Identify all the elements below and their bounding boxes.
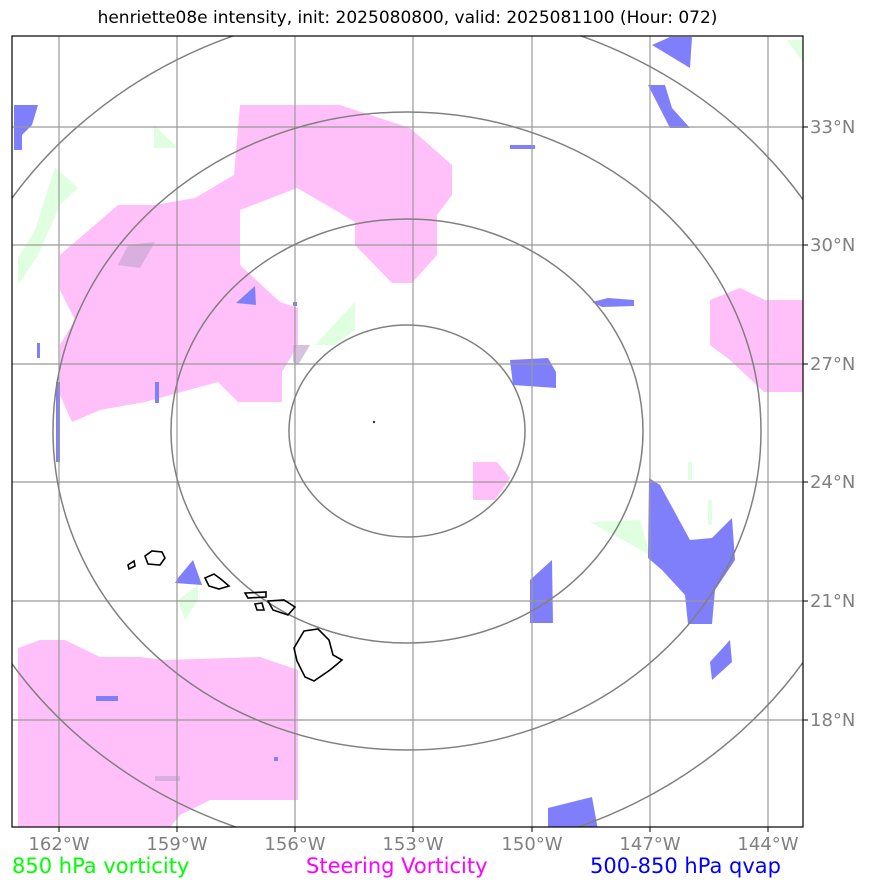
lon-tick-label: 153°W: [382, 834, 443, 855]
range-rings: [12, 36, 803, 827]
vorticity-850-fill: [18, 40, 803, 620]
lon-tick-label: 144°W: [737, 834, 798, 855]
lon-tick-label: 162°W: [28, 834, 89, 855]
lat-tick-label: 21°N: [810, 591, 855, 612]
legend-steering-vorticity: Steering Vorticity: [306, 854, 488, 878]
lon-tick-label: 156°W: [264, 834, 325, 855]
map-frame: [11, 35, 804, 828]
coastline-hawaii: [127, 550, 344, 682]
lat-tick-label: 24°N: [810, 472, 855, 493]
legend-850-vorticity: 850 hPa vorticity: [12, 854, 190, 878]
map-title: henriette08e intensity, init: 2025080800…: [97, 8, 718, 28]
gridlines: [12, 36, 803, 827]
lat-tick-label: 33°N: [810, 117, 855, 138]
lat-tick-label: 27°N: [810, 354, 855, 375]
lon-tick-label: 147°W: [619, 834, 680, 855]
storm-center-marker: [372, 420, 376, 424]
lat-tick-label: 30°N: [810, 235, 855, 256]
lat-tick-label: 18°N: [810, 710, 855, 731]
lon-tick-label: 150°W: [501, 834, 562, 855]
legend-qvap: 500-850 hPa qvap: [590, 854, 781, 878]
lon-tick-label: 159°W: [146, 834, 207, 855]
steering-vorticity-fill: [18, 105, 803, 827]
